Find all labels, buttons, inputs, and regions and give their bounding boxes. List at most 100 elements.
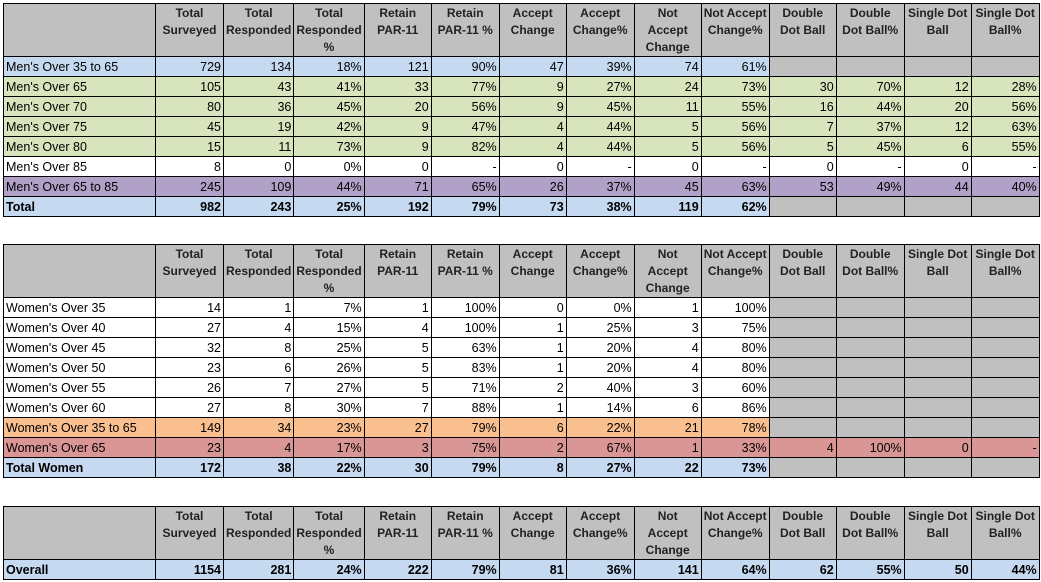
data-cell: 5 <box>363 377 432 398</box>
data-cell: 25% <box>293 196 365 217</box>
data-cell: 40% <box>970 176 1040 197</box>
data-cell: 74 <box>633 56 702 77</box>
data-cell: 39% <box>565 56 635 77</box>
data-cell: 21 <box>633 417 702 438</box>
data-cell: 4 <box>363 317 432 338</box>
data-cell: 0 <box>768 156 837 177</box>
row-label: Men's Over 75 <box>3 116 156 137</box>
empty-gray-cell <box>835 317 905 338</box>
empty-gray-cell <box>903 397 972 418</box>
column-header: Retain PAR-11 % <box>430 506 500 560</box>
data-cell: 4 <box>222 317 295 338</box>
data-cell: 3 <box>633 377 702 398</box>
data-cell: 45% <box>293 96 365 117</box>
column-header: Total Responded <box>222 3 295 57</box>
empty-gray-cell <box>903 56 972 77</box>
row-label: Women's Over 50 <box>3 357 156 378</box>
header-corner-cell <box>3 3 156 57</box>
column-header: Not Accept Change <box>633 3 702 57</box>
empty-gray-cell <box>903 297 972 318</box>
data-cell: 47% <box>430 116 500 137</box>
data-cell: 86% <box>700 397 770 418</box>
table-row: Men's Over 70 80 36 45% 20 56% 9 45% 11 55% 16 44% 2… <box>3 96 1040 117</box>
table-row: Women's Over 65 23 4 17% 3 75% 2 67% 1 33% 4 100% 0- <box>3 437 1040 458</box>
row-label: Women's Over 40 <box>3 317 156 338</box>
data-cell: 55% <box>970 136 1040 157</box>
data-cell: 3 <box>633 317 702 338</box>
column-header: Double Dot Ball% <box>835 244 905 298</box>
empty-gray-cell <box>970 377 1040 398</box>
column-header: Not Accept Change% <box>700 244 770 298</box>
data-cell: 64% <box>700 559 770 580</box>
column-header: Single Dot Ball% <box>970 506 1040 560</box>
data-cell: 20% <box>565 337 635 358</box>
data-cell: 22% <box>293 457 365 478</box>
data-cell: 141 <box>633 559 702 580</box>
data-cell: 8 <box>222 397 295 418</box>
row-label: Women's Over 45 <box>3 337 156 358</box>
data-cell: 4 <box>633 337 702 358</box>
data-cell: 22 <box>633 457 702 478</box>
data-cell: 14% <box>565 397 635 418</box>
data-cell: 80 <box>155 96 224 117</box>
empty-gray-cell <box>835 377 905 398</box>
data-cell: 33% <box>700 437 770 458</box>
empty-gray-cell <box>835 457 905 478</box>
table-row: Women's Over 50 23 6 26% 5 83% 1 20% 4 80% <box>3 357 1040 378</box>
data-cell: 1 <box>222 297 295 318</box>
data-cell: 27% <box>565 457 635 478</box>
data-cell: 49% <box>835 176 905 197</box>
data-cell: 7 <box>222 377 295 398</box>
data-cell: 53 <box>768 176 837 197</box>
column-header: Total Surveyed <box>155 244 224 298</box>
data-cell: 47 <box>498 56 567 77</box>
data-cell: 0 <box>363 156 432 177</box>
data-cell: 100% <box>430 297 500 318</box>
data-cell: 45% <box>565 96 635 117</box>
data-cell: 24 <box>633 76 702 97</box>
data-cell: 121 <box>363 56 432 77</box>
women-survey-table: Total Surveyed Total Responded Total Respo… <box>3 244 1040 478</box>
data-cell: 55% <box>700 96 770 117</box>
empty-gray-cell <box>835 397 905 418</box>
data-cell: 26 <box>155 377 224 398</box>
data-cell: 100% <box>700 297 770 318</box>
data-cell: 63% <box>430 337 500 358</box>
data-cell: 42% <box>293 116 365 137</box>
row-label: Men's Over 65 to 85 <box>3 176 156 197</box>
column-header: Accept Change% <box>565 506 635 560</box>
empty-gray-cell <box>835 357 905 378</box>
data-cell: 0 <box>498 297 567 318</box>
data-cell: 37% <box>565 176 635 197</box>
column-header: Not Accept Change% <box>700 506 770 560</box>
data-cell: - <box>970 156 1040 177</box>
data-cell: 19 <box>222 116 295 137</box>
data-cell: - <box>430 156 500 177</box>
empty-gray-cell <box>835 196 905 217</box>
data-cell: 27% <box>293 377 365 398</box>
empty-gray-cell <box>903 377 972 398</box>
data-cell: 80% <box>700 357 770 378</box>
data-cell: 2 <box>498 437 567 458</box>
data-cell: 6 <box>498 417 567 438</box>
data-cell: 7% <box>293 297 365 318</box>
data-cell: 24% <box>293 559 365 580</box>
data-cell: 18% <box>293 56 365 77</box>
data-cell: 75% <box>430 437 500 458</box>
data-cell: 79% <box>430 559 500 580</box>
data-cell: 71% <box>430 377 500 398</box>
data-cell: 5 <box>363 357 432 378</box>
data-cell: 70% <box>835 76 905 97</box>
table-row: Men's Over 80 15 11 73% 9 82% 4 44% 5 56% 5 45% 6 55% <box>3 136 1040 157</box>
data-cell: 62 <box>768 559 837 580</box>
data-cell: 0 <box>222 156 295 177</box>
men-survey-table: Total Surveyed Total Responded Total Respo… <box>3 3 1040 217</box>
data-cell: 30 <box>768 76 837 97</box>
data-cell: 82% <box>430 136 500 157</box>
empty-gray-cell <box>970 357 1040 378</box>
empty-gray-cell <box>768 377 837 398</box>
table-row: Men's Over 65 to 85 245 109 44% 71 65% 26 37% 45… <box>3 176 1040 197</box>
data-cell: 1 <box>498 357 567 378</box>
column-header: Double Dot Ball% <box>835 3 905 57</box>
empty-gray-cell <box>768 417 837 438</box>
